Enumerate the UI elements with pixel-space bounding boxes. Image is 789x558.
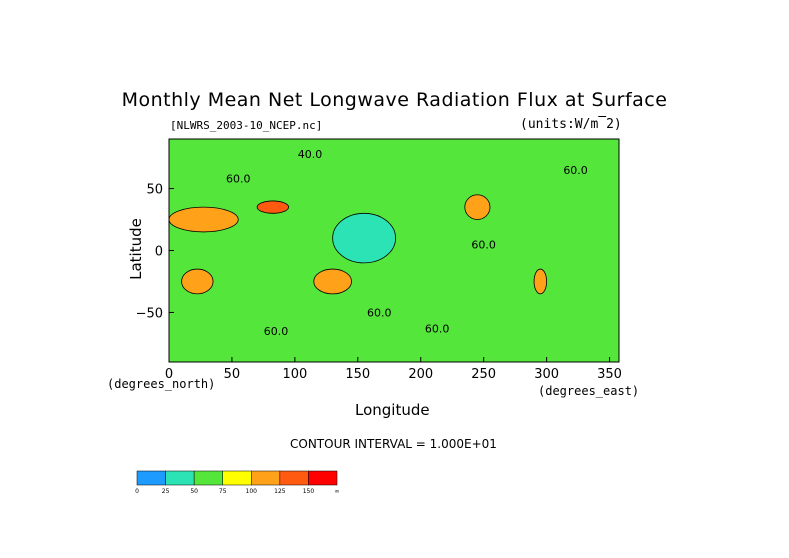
heatmap-region [533,268,548,295]
colorbar-label: 25 [162,488,170,495]
colorbar-label: 75 [219,488,227,495]
contour-label: 60.0 [563,164,588,177]
contour-label: 60.0 [471,238,496,251]
colorbar-label: 125 [274,488,286,495]
units-label: (units:W/m 2) [520,117,622,132]
heatmap-region [464,194,491,220]
plot-area [169,139,619,362]
x-tick-label: 300 [534,367,559,382]
colorbar-swatch [193,470,223,486]
x-tick-label: 0 [165,367,173,382]
colorbar-label: 50 [190,488,198,495]
x-tick-label: 350 [597,367,622,382]
colorbar-label: 0 [135,488,139,495]
contour-label: 60.0 [425,323,450,336]
contour-label: 60.0 [264,325,289,338]
y-tick-label: 50 [146,183,163,198]
contour-labels: 40.0 60.0 60.0 60.0 60.0 60.0 60.0 [226,148,588,338]
x-tick-label: 50 [224,367,241,382]
heatmap-region [256,200,289,214]
x-tick-label: 150 [345,367,370,382]
chart-title: Monthly Mean Net Longwave Radiation Flux… [121,89,668,111]
heatmap-region [181,268,214,295]
colorbar-swatch [222,470,252,486]
colorbar-label: ∞ [335,488,340,495]
colorbar-swatch [308,470,338,486]
contour-label: 40.0 [298,148,323,161]
file-label: [NLWRS_2003-10_NCEP.nc] [170,119,323,132]
heatmap-region [313,268,352,295]
x-tick-label: 250 [471,367,496,382]
y-tick-label: 0 [155,245,163,260]
contour-interval: CONTOUR INTERVAL = 1.000E+01 [290,437,497,451]
heatmap-region [332,212,396,264]
contour-label: 60.0 [226,173,251,186]
contour-label: 60.0 [367,306,392,319]
colorbar-label: 100 [246,488,258,495]
colorbar-swatch [165,470,195,486]
y-axis-label: Latitude [126,218,145,280]
x-tick-label: 200 [408,367,433,382]
x-tick-label: 100 [282,367,307,382]
colorbar-swatch [279,470,309,486]
y-units-label: (degrees_north) [107,377,216,391]
colorbar-swatch [136,470,166,486]
x-axis-label: Longitude [355,401,430,419]
axis-ticks: 0 50 100 150 200 250 300 350 50 0 −50 [136,183,622,382]
heatmap-region [169,206,239,233]
colorbar-swatch [251,470,281,486]
y-tick-label: −50 [136,306,163,321]
colorbar: 0 25 50 75 100 125 150 ∞ [135,470,340,495]
heatmap-background [169,139,619,362]
colorbar-label: 150 [303,488,315,495]
x-units-label: (degrees_east) [538,384,640,398]
